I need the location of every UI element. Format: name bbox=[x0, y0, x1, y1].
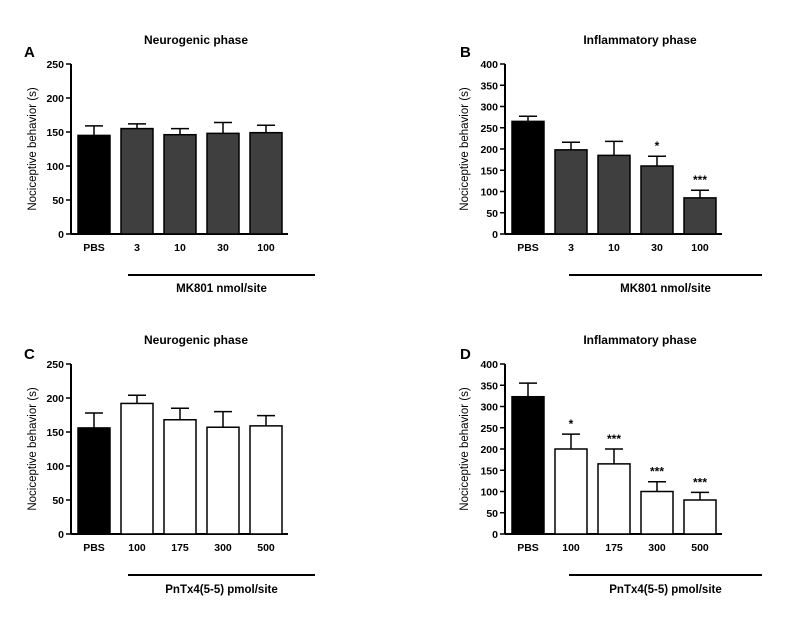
bar bbox=[249, 131, 283, 235]
bar bbox=[511, 395, 545, 535]
y-tick-label: 250 bbox=[46, 359, 64, 371]
y-tick-label: 150 bbox=[46, 127, 64, 139]
x-tick-label: PBS bbox=[83, 542, 105, 554]
y-tick-label: 50 bbox=[52, 195, 64, 207]
y-tick-label: 150 bbox=[480, 165, 498, 177]
chart-title: Neurogenic phase bbox=[144, 333, 248, 347]
bar bbox=[77, 134, 111, 235]
bar bbox=[683, 499, 717, 535]
y-tick-label: 300 bbox=[480, 402, 498, 414]
x-tick-label: 100 bbox=[257, 242, 275, 254]
x-tick-label: 100 bbox=[128, 542, 146, 554]
bar bbox=[77, 427, 111, 535]
y-tick-label: 300 bbox=[480, 102, 498, 114]
x-tick-label: PBS bbox=[83, 242, 105, 254]
y-tick-label: 0 bbox=[58, 229, 64, 241]
y-tick-label: 200 bbox=[480, 444, 498, 456]
panel-letter: D bbox=[460, 346, 471, 363]
y-tick-label: 0 bbox=[58, 529, 64, 541]
y-tick-label: 250 bbox=[480, 123, 498, 135]
y-tick-label: 0 bbox=[492, 229, 498, 241]
panel-b: B Inflammatory phase 0 50 100 150 200 250 300 350… bbox=[459, 33, 762, 295]
bar bbox=[597, 463, 631, 535]
bar bbox=[120, 402, 154, 535]
x-tick-label: 30 bbox=[217, 242, 229, 254]
x-tick-label: 3 bbox=[134, 242, 140, 254]
y-tick-label: 150 bbox=[480, 465, 498, 477]
y-tick-label: 200 bbox=[46, 93, 64, 105]
y-tick-label: 100 bbox=[46, 161, 64, 173]
y-tick-label: 400 bbox=[480, 59, 498, 71]
bar bbox=[554, 448, 588, 535]
bar bbox=[511, 120, 545, 235]
x-tick-label: 175 bbox=[171, 542, 189, 554]
y-tick-label: 50 bbox=[486, 508, 498, 520]
y-tick-label: 250 bbox=[480, 423, 498, 435]
bar bbox=[683, 197, 717, 235]
chart-title: Inflammatory phase bbox=[583, 33, 697, 47]
y-axis-label: Nociceptive behavior (s) bbox=[27, 387, 39, 511]
panel-letter: C bbox=[24, 346, 35, 363]
chart-title: Neurogenic phase bbox=[144, 33, 248, 47]
x-tick-label: PBS bbox=[517, 542, 539, 554]
bar bbox=[163, 133, 197, 235]
significance-marker: *** bbox=[693, 173, 707, 187]
y-tick-label: 100 bbox=[480, 487, 498, 499]
bar bbox=[597, 154, 631, 235]
y-tick-label: 50 bbox=[52, 495, 64, 507]
significance-marker: * bbox=[655, 139, 660, 153]
bar bbox=[640, 490, 674, 535]
y-tick-label: 400 bbox=[480, 359, 498, 371]
panel-a: A Neurogenic phase 0 50 100 150 200 250 Nocicept… bbox=[24, 33, 315, 295]
significance-marker: *** bbox=[607, 432, 621, 446]
group-label: MK801 nmol/site bbox=[176, 283, 267, 295]
bar bbox=[120, 127, 154, 235]
y-tick-label: 200 bbox=[480, 144, 498, 156]
y-tick-label: 250 bbox=[46, 59, 64, 71]
y-tick-label: 100 bbox=[46, 461, 64, 473]
y-axis-label: Nociceptive behavior (s) bbox=[459, 387, 471, 511]
significance-marker: *** bbox=[693, 475, 707, 489]
bar bbox=[640, 165, 674, 235]
group-label: MK801 nmol/site bbox=[620, 283, 711, 295]
bar bbox=[206, 132, 240, 235]
bar bbox=[249, 425, 283, 535]
x-tick-label: 3 bbox=[568, 242, 574, 254]
y-axis-label: Nociceptive behavior (s) bbox=[459, 87, 471, 211]
x-tick-label: 100 bbox=[562, 542, 580, 554]
y-tick-label: 100 bbox=[480, 187, 498, 199]
panel-c: C Neurogenic phase 0 50 100 150 200 250 Nocicept… bbox=[24, 333, 315, 596]
y-tick-label: 200 bbox=[46, 393, 64, 405]
bar bbox=[554, 149, 588, 235]
x-tick-label: 500 bbox=[691, 542, 709, 554]
group-label: PnTx4(5-5) pmol/site bbox=[165, 584, 277, 596]
y-tick-label: 50 bbox=[486, 208, 498, 220]
x-tick-label: 500 bbox=[257, 542, 275, 554]
chart-title: Inflammatory phase bbox=[583, 333, 697, 347]
x-tick-label: 300 bbox=[648, 542, 666, 554]
x-tick-label: PBS bbox=[517, 242, 539, 254]
y-tick-label: 150 bbox=[46, 427, 64, 439]
y-tick-label: 350 bbox=[480, 380, 498, 392]
significance-marker: * bbox=[569, 417, 574, 431]
y-tick-label: 350 bbox=[480, 80, 498, 92]
significance-marker: *** bbox=[650, 465, 664, 479]
panel-letter: A bbox=[24, 44, 35, 61]
panel-letter: B bbox=[460, 44, 471, 61]
bar bbox=[206, 426, 240, 535]
x-tick-label: 300 bbox=[214, 542, 232, 554]
group-label: PnTx4(5-5) pmol/site bbox=[609, 584, 721, 596]
x-tick-label: 100 bbox=[691, 242, 709, 254]
bar bbox=[163, 419, 197, 535]
y-tick-label: 0 bbox=[492, 529, 498, 541]
x-tick-label: 30 bbox=[651, 242, 663, 254]
x-tick-label: 10 bbox=[174, 242, 186, 254]
panel-d: D Inflammatory phase 0 50 100 150 200 250 300 350… bbox=[459, 333, 762, 596]
x-tick-label: 10 bbox=[608, 242, 620, 254]
y-axis-label: Nociceptive behavior (s) bbox=[27, 87, 39, 211]
x-tick-label: 175 bbox=[605, 542, 623, 554]
